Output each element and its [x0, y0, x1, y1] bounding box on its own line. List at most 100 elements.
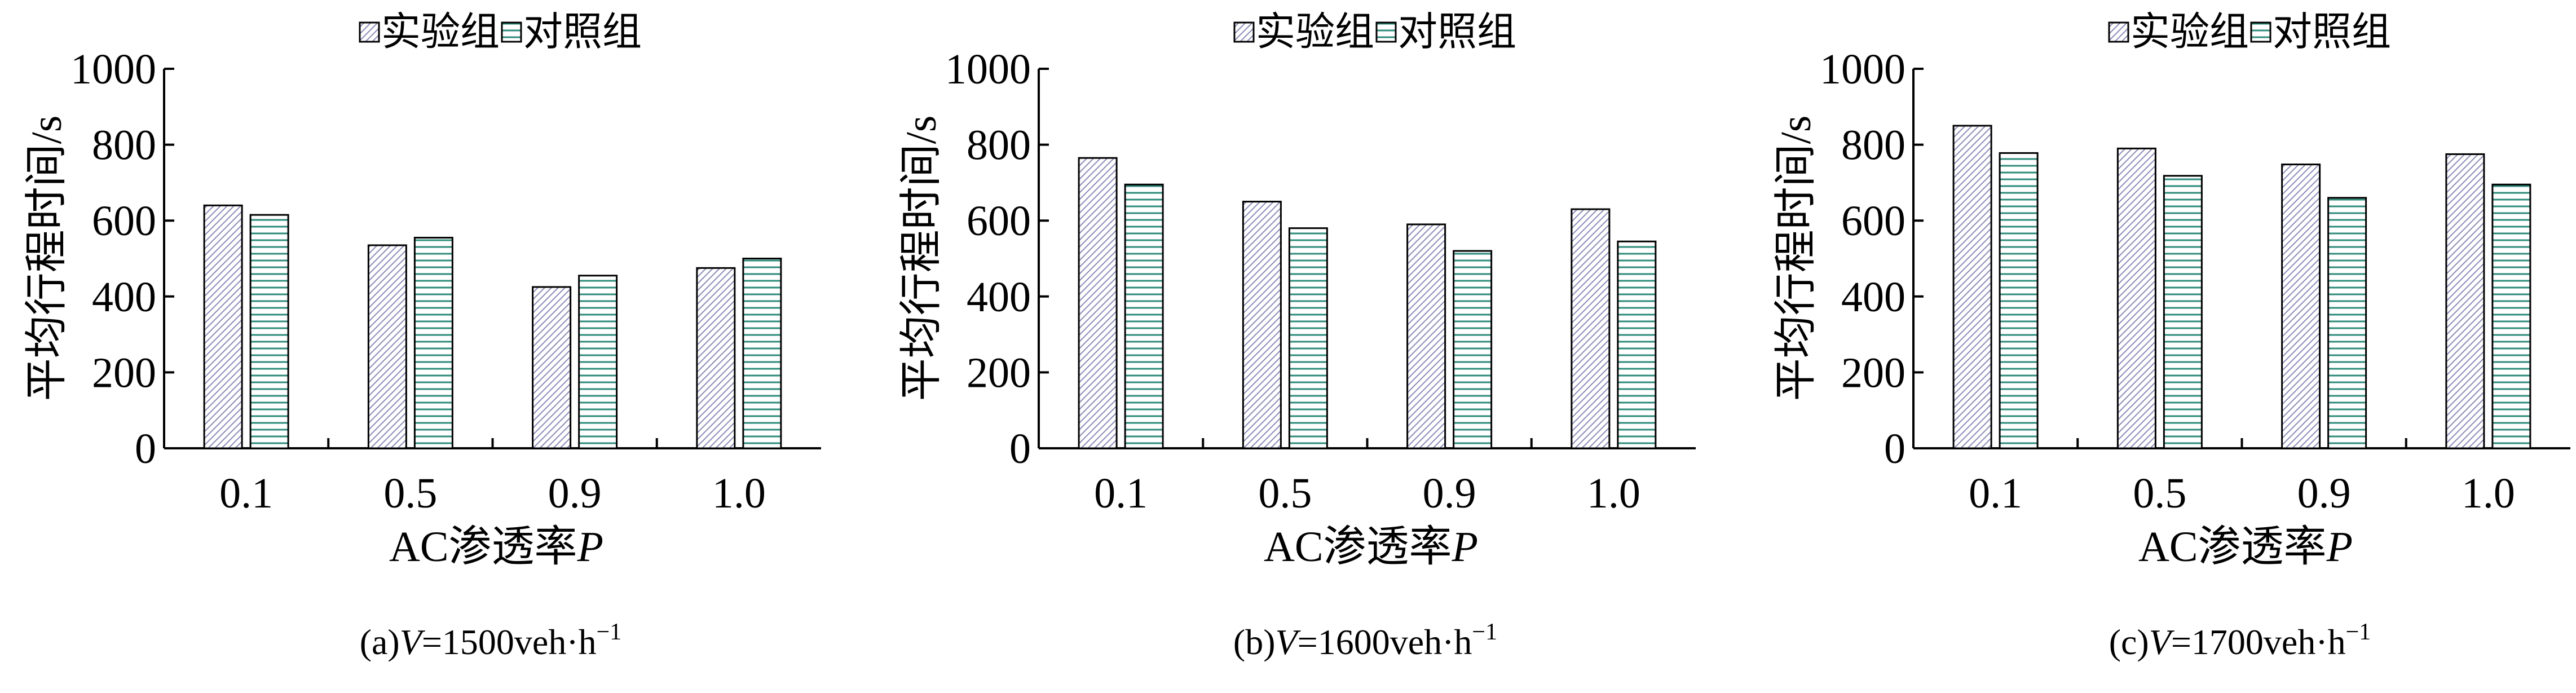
- legend-label: 对照组: [523, 11, 642, 54]
- bar: [1999, 152, 2039, 449]
- caption-exponent: −1: [1472, 619, 1497, 645]
- y-tick-label: 400: [967, 273, 1031, 321]
- caption-label: (a): [360, 622, 400, 662]
- y-tick-label: 800: [1841, 122, 1905, 169]
- chart-panel: 0 200 400 600 800 1000 0.1 0.5 0.9 1.0 实验组 对照组平均行程时…: [23, 11, 821, 662]
- bar: [1124, 183, 1164, 449]
- y-tick-label: 400: [92, 273, 156, 321]
- bar: [1242, 201, 1282, 449]
- bar: [367, 244, 407, 449]
- bar: [1288, 227, 1328, 449]
- caption-value: =1700veh·h: [2171, 622, 2346, 662]
- x-tick-label: 0.5: [383, 470, 437, 517]
- legend-swatch: [501, 21, 522, 43]
- y-tick-label: 200: [92, 349, 156, 396]
- bar: [1453, 250, 1493, 449]
- x-axis-label-text: AC渗透率: [389, 523, 577, 571]
- y-tick-label: 1000: [1820, 46, 1905, 93]
- bar: [203, 204, 243, 449]
- y-tick-label: 0: [1884, 425, 1905, 473]
- legend-label: 实验组: [2131, 11, 2249, 54]
- y-axis-label: 平均行程时间/s: [1772, 116, 1820, 401]
- bar: [578, 275, 618, 449]
- y-tick-label: 800: [967, 122, 1031, 169]
- x-tick-label: 0.1: [1969, 470, 2022, 517]
- legend: 实验组 对照组: [359, 11, 642, 54]
- x-tick-label: 0.9: [548, 470, 602, 517]
- y-axis-label: 平均行程时间/s: [23, 116, 70, 401]
- x-tick-label: 0.5: [1258, 470, 1312, 517]
- x-axis-label: AC渗透率P: [389, 523, 603, 571]
- x-tick-label: 0.1: [1094, 470, 1148, 517]
- bar: [249, 214, 289, 449]
- legend-swatch: [359, 21, 380, 43]
- caption-label: (b): [1233, 622, 1276, 662]
- legend: 实验组 对照组: [1233, 11, 1516, 54]
- bar: [2281, 164, 2321, 449]
- caption-symbol: V: [2149, 622, 2175, 662]
- x-axis-label-symbol: P: [2326, 523, 2353, 571]
- legend-label: 实验组: [381, 11, 500, 54]
- y-tick-label: 800: [92, 122, 156, 169]
- caption-symbol: V: [1276, 622, 1302, 662]
- chart-panel: 0 200 400 600 800 1000 0.1 0.5 0.9 1.0 实验组 对照组平均行程时…: [1772, 11, 2570, 662]
- y-tick-label: 1000: [70, 46, 156, 93]
- bar: [2116, 147, 2156, 449]
- caption: (a)V=1500veh·h−1: [360, 619, 622, 662]
- y-tick-label: 600: [1841, 197, 1905, 245]
- bar: [2445, 153, 2485, 449]
- caption-value: =1600veh·h: [1298, 622, 1472, 662]
- legend-swatch: [1233, 21, 1255, 43]
- caption-symbol: V: [400, 622, 426, 662]
- caption: (c)V=1700veh·h−1: [2109, 619, 2371, 662]
- legend-label: 对照组: [1398, 11, 1516, 54]
- bar: [532, 286, 572, 449]
- caption-value: =1500veh·h: [422, 622, 597, 662]
- caption: (b)V=1600veh·h−1: [1233, 619, 1497, 662]
- x-axis-label-text: AC渗透率: [1264, 523, 1452, 571]
- legend: 实验组 对照组: [2108, 11, 2391, 54]
- bar: [696, 267, 736, 449]
- y-tick-label: 600: [92, 197, 156, 245]
- bar: [1617, 240, 1657, 449]
- y-tick-label: 0: [135, 425, 156, 473]
- x-tick-label: 0.5: [2133, 470, 2186, 517]
- x-axis-label-text: AC渗透率: [2138, 523, 2327, 571]
- y-tick-label: 600: [967, 197, 1031, 245]
- caption-exponent: −1: [2346, 619, 2371, 645]
- x-tick-label: 0.9: [2297, 470, 2351, 517]
- legend-label: 实验组: [1256, 11, 1374, 54]
- y-tick-label: 1000: [945, 46, 1031, 93]
- legend-swatch: [2108, 21, 2129, 43]
- legend-label: 对照组: [2273, 11, 2391, 54]
- bar: [2327, 197, 2367, 449]
- bar: [1078, 157, 1118, 449]
- x-axis-label-symbol: P: [577, 523, 603, 571]
- chart-panel: 0 200 400 600 800 1000 0.1 0.5 0.9 1.0 实验组 对照组平均行程时…: [898, 11, 1696, 662]
- x-tick-label: 0.1: [219, 470, 273, 517]
- bar: [742, 258, 782, 449]
- bar: [1571, 208, 1611, 449]
- bar: [1952, 125, 1992, 449]
- y-tick-label: 400: [1841, 273, 1905, 321]
- x-tick-label: 1.0: [712, 470, 766, 517]
- y-tick-label: 200: [1841, 349, 1905, 396]
- x-tick-label: 0.9: [1423, 470, 1476, 517]
- bar: [413, 236, 453, 449]
- legend-swatch: [1375, 21, 1397, 43]
- legend-swatch: [2250, 21, 2271, 43]
- bar: [1406, 223, 1446, 449]
- y-tick-label: 200: [967, 349, 1031, 396]
- caption-exponent: −1: [597, 619, 622, 645]
- x-axis-label: AC渗透率P: [2138, 523, 2353, 571]
- x-tick-label: 1.0: [2462, 470, 2515, 517]
- x-axis-label: AC渗透率P: [1264, 523, 1478, 571]
- y-tick-label: 0: [1009, 425, 1031, 473]
- x-axis-label-symbol: P: [1452, 523, 1478, 571]
- caption-label: (c): [2109, 622, 2149, 662]
- bar: [2491, 183, 2531, 449]
- x-tick-label: 1.0: [1587, 470, 1640, 517]
- bar: [2163, 175, 2203, 449]
